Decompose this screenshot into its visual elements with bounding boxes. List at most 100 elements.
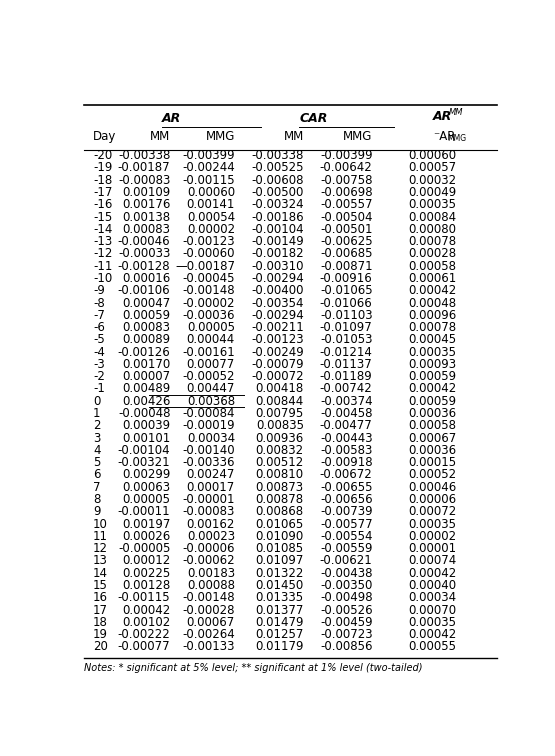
Text: 0.00048: 0.00048	[408, 296, 456, 309]
Text: 0.00162: 0.00162	[186, 518, 235, 531]
Text: -0.00187: -0.00187	[118, 162, 170, 175]
Text: -0.00374: -0.00374	[320, 395, 372, 407]
Text: -11: -11	[93, 260, 113, 273]
Text: -0.00500: -0.00500	[251, 186, 304, 199]
Text: 5: 5	[93, 456, 100, 469]
Text: -0.00083: -0.00083	[183, 505, 235, 519]
Text: -0.00115: -0.00115	[118, 591, 170, 604]
Text: -0.00186: -0.00186	[251, 211, 304, 224]
Text: -0.00723: -0.00723	[320, 628, 372, 641]
Text: 0.00058: 0.00058	[408, 260, 456, 273]
Text: MM: MM	[449, 107, 463, 116]
Text: 0.00058: 0.00058	[408, 420, 456, 432]
Text: 0.00061: 0.00061	[408, 272, 456, 285]
Text: 0.00036: 0.00036	[408, 444, 456, 457]
Text: AR: AR	[433, 110, 452, 123]
Text: MMG: MMG	[205, 130, 235, 143]
Text: -0.00871: -0.00871	[320, 260, 372, 273]
Text: 0.00042: 0.00042	[122, 603, 170, 617]
Text: -0.00005: -0.00005	[118, 542, 170, 555]
Text: 0.00017: 0.00017	[186, 481, 235, 494]
Text: -0.00310: -0.00310	[251, 260, 304, 273]
Text: 0.00810: 0.00810	[256, 469, 304, 482]
Text: -0.00856: -0.00856	[320, 640, 372, 653]
Text: 0.00093: 0.00093	[408, 358, 456, 371]
Text: 0.00096: 0.00096	[408, 308, 456, 322]
Text: -0.00161: -0.00161	[182, 345, 235, 358]
Text: 0.00046: 0.00046	[408, 481, 456, 494]
Text: -0.00033: -0.00033	[118, 247, 170, 260]
Text: 1: 1	[93, 407, 100, 420]
Text: -0.00079: -0.00079	[251, 358, 304, 371]
Text: 0.01335: 0.01335	[256, 591, 304, 604]
Text: 0.00047: 0.00047	[122, 296, 170, 309]
Text: MMG: MMG	[343, 130, 372, 143]
Text: -1: -1	[93, 383, 105, 395]
Text: 10: 10	[93, 518, 108, 531]
Text: -0.00084: -0.00084	[183, 407, 235, 420]
Text: 0.00844: 0.00844	[255, 395, 304, 407]
Text: -0.00399: -0.00399	[183, 149, 235, 162]
Text: -0.00526: -0.00526	[320, 603, 372, 617]
Text: -0.00182: -0.00182	[251, 247, 304, 260]
Text: -0.00477: -0.00477	[320, 420, 372, 432]
Text: -0.00019: -0.00019	[183, 420, 235, 432]
Text: 0.00002: 0.00002	[408, 530, 456, 543]
Text: -0.00336: -0.00336	[183, 456, 235, 469]
Text: AR: AR	[162, 112, 181, 125]
Text: -0.00126: -0.00126	[118, 345, 170, 358]
Text: 0.00060: 0.00060	[187, 186, 235, 199]
Text: 0.00042: 0.00042	[408, 567, 456, 580]
Text: 0.00128: 0.00128	[122, 579, 170, 592]
Text: 2: 2	[93, 420, 100, 432]
Text: 0.00032: 0.00032	[408, 174, 456, 187]
Text: -0.00608: -0.00608	[251, 174, 304, 187]
Text: 4: 4	[93, 444, 100, 457]
Text: -0.00140: -0.00140	[183, 444, 235, 457]
Text: 0.01090: 0.01090	[255, 530, 304, 543]
Text: 0.00039: 0.00039	[122, 420, 170, 432]
Text: 0.00034: 0.00034	[187, 432, 235, 445]
Text: -0.00028: -0.00028	[183, 603, 235, 617]
Text: -3: -3	[93, 358, 105, 371]
Text: 0.00054: 0.00054	[187, 211, 235, 224]
Text: -0.00324: -0.00324	[251, 198, 304, 211]
Text: 0.00049: 0.00049	[408, 186, 456, 199]
Text: 0.00016: 0.00016	[122, 272, 170, 285]
Text: -0.00072: -0.00072	[251, 370, 304, 383]
Text: 20: 20	[93, 640, 108, 653]
Text: 0.00059: 0.00059	[408, 395, 456, 407]
Text: 0.00080: 0.00080	[408, 223, 456, 236]
Text: 0.00040: 0.00040	[408, 579, 456, 592]
Text: -0.00211: -0.00211	[251, 321, 304, 334]
Text: -0.00222: -0.00222	[118, 628, 170, 641]
Text: -0.00459: -0.00459	[320, 616, 372, 629]
Text: 0.00012: 0.00012	[122, 554, 170, 568]
Text: -0.00244: -0.00244	[182, 162, 235, 175]
Text: 0.00084: 0.00084	[408, 211, 456, 224]
Text: Day: Day	[93, 130, 117, 143]
Text: 0.00045: 0.00045	[408, 333, 456, 346]
Text: 0.00832: 0.00832	[256, 444, 304, 457]
Text: -0.00149: -0.00149	[251, 235, 304, 248]
Text: 0.00170: 0.00170	[122, 358, 170, 371]
Text: 0.00083: 0.00083	[123, 321, 170, 334]
Text: 0.00057: 0.00057	[408, 162, 456, 175]
Text: -0.01214: -0.01214	[320, 345, 372, 358]
Text: -0.00338: -0.00338	[118, 149, 170, 162]
Text: -0.00685: -0.00685	[320, 247, 372, 260]
Text: -0.00294: -0.00294	[251, 308, 304, 322]
Text: -0.00354: -0.00354	[251, 296, 304, 309]
Text: 8: 8	[93, 493, 100, 506]
Text: 0.00006: 0.00006	[408, 493, 456, 506]
Text: -0.00048: -0.00048	[118, 407, 170, 420]
Text: 11: 11	[93, 530, 108, 543]
Text: 0.00059: 0.00059	[122, 308, 170, 322]
Text: ⁻AR: ⁻AR	[433, 130, 455, 143]
Text: 0.00060: 0.00060	[408, 149, 456, 162]
Text: 0.00002: 0.00002	[187, 223, 235, 236]
Text: 0.00015: 0.00015	[408, 456, 456, 469]
Text: -0.00002: -0.00002	[183, 296, 235, 309]
Text: 0.00138: 0.00138	[122, 211, 170, 224]
Text: -20: -20	[93, 149, 112, 162]
